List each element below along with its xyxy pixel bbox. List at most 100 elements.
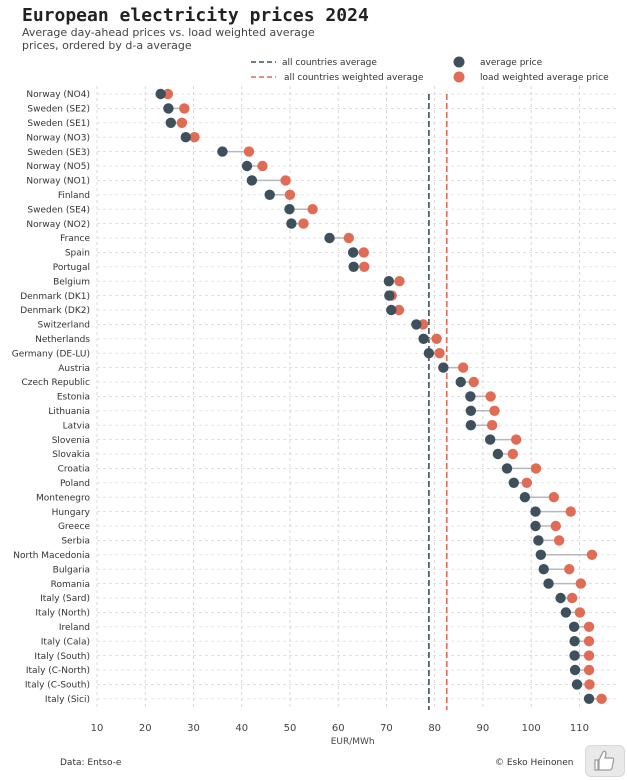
weighted-price-point bbox=[553, 535, 565, 546]
data-source: Data: Entso-e bbox=[60, 758, 122, 768]
x-tick-label: 70 bbox=[380, 723, 393, 734]
average-price-point bbox=[501, 463, 513, 474]
average-price-point bbox=[560, 607, 572, 618]
weighted-price-point bbox=[358, 247, 369, 258]
average-price-point bbox=[347, 247, 359, 258]
category-label: France bbox=[60, 234, 90, 244]
weighted-price-point bbox=[485, 391, 496, 402]
weighted-price-point bbox=[394, 276, 405, 287]
x-tick-label: 90 bbox=[477, 723, 490, 734]
category-label: Italy (C-South) bbox=[25, 681, 90, 691]
average-price-point bbox=[455, 376, 466, 388]
average-price-point bbox=[386, 304, 397, 316]
category-label: Poland bbox=[60, 479, 90, 489]
x-tick-label: 50 bbox=[284, 723, 297, 734]
chart-subtitle: Average day-ahead prices vs. load weight… bbox=[22, 26, 315, 52]
legend-label-all-weighted: all countries weighted average bbox=[284, 73, 424, 83]
average-price-point bbox=[264, 189, 275, 200]
weighted-price-point bbox=[434, 348, 445, 359]
weighted-price-point bbox=[566, 592, 578, 604]
x-axis-label: EUR/MWh bbox=[331, 737, 375, 747]
average-price-point bbox=[519, 492, 531, 503]
category-label: Norway (NO1) bbox=[26, 177, 90, 187]
average-price-point bbox=[543, 578, 554, 589]
average-price-point bbox=[418, 333, 429, 344]
category-label: Sweden (SE2) bbox=[27, 105, 90, 115]
average-price-point bbox=[465, 420, 477, 431]
legend-label-all-avg: all countries average bbox=[282, 58, 377, 68]
weighted-price-point bbox=[596, 693, 607, 704]
average-price-point bbox=[571, 679, 583, 690]
thumbs-up-icon[interactable] bbox=[585, 745, 625, 777]
legend-swatch-weighted-price bbox=[453, 71, 465, 83]
category-label: Switzerland bbox=[38, 321, 91, 331]
author-credit: © Esko Heinonen bbox=[495, 758, 574, 768]
category-label: Italy (South) bbox=[34, 652, 90, 662]
category-label: Hungary bbox=[52, 508, 91, 518]
weighted-price-point bbox=[359, 261, 370, 272]
weighted-price-point bbox=[343, 232, 355, 244]
thumbs-up-glyph bbox=[594, 750, 615, 771]
average-price-point bbox=[217, 146, 228, 157]
average-price-point bbox=[530, 506, 541, 517]
x-tick-label: 10 bbox=[91, 723, 104, 734]
average-price-point bbox=[538, 564, 549, 575]
weighted-price-point bbox=[583, 636, 595, 647]
category-label: Austria bbox=[58, 364, 90, 374]
weighted-price-point bbox=[583, 664, 595, 676]
average-price-point bbox=[492, 448, 504, 460]
x-tick-label: 80 bbox=[428, 723, 441, 734]
x-tick-label: 60 bbox=[332, 723, 345, 734]
weighted-price-point bbox=[511, 434, 522, 445]
x-tick-label: 30 bbox=[187, 723, 200, 734]
category-label: Germany (DE-LU) bbox=[12, 349, 90, 359]
x-tick-label: 110 bbox=[570, 723, 589, 734]
average-price-point bbox=[555, 592, 566, 604]
category-label: Netherlands bbox=[35, 335, 90, 345]
average-price-point bbox=[324, 232, 335, 244]
average-price-point bbox=[569, 650, 580, 661]
weighted-price-point bbox=[586, 549, 598, 560]
weighted-price-point bbox=[176, 117, 188, 128]
weighted-price-point bbox=[307, 204, 318, 215]
average-price-point bbox=[583, 693, 595, 704]
weighted-price-point bbox=[507, 448, 519, 460]
category-label: Norway (NO4) bbox=[26, 90, 90, 100]
average-price-point bbox=[438, 362, 449, 373]
weighted-price-point bbox=[530, 463, 542, 474]
legend-label-weighted-price: load weighted average price bbox=[480, 73, 609, 83]
weighted-price-point bbox=[179, 103, 190, 114]
weighted-price-point bbox=[298, 218, 309, 229]
weighted-price-point bbox=[284, 189, 296, 200]
weighted-price-point bbox=[548, 492, 560, 503]
weighted-price-point bbox=[550, 520, 561, 532]
weighted-price-point bbox=[584, 679, 595, 690]
weighted-price-point bbox=[574, 607, 586, 618]
average-price-point bbox=[163, 103, 174, 114]
category-label: Serbia bbox=[61, 537, 90, 547]
category-label: Bulgaria bbox=[53, 565, 90, 575]
category-label: Lithuania bbox=[48, 407, 90, 417]
average-price-point bbox=[569, 636, 580, 647]
weighted-price-point bbox=[489, 405, 500, 416]
x-tick-label: 100 bbox=[522, 723, 541, 734]
weighted-price-point bbox=[280, 175, 291, 186]
average-price-point bbox=[569, 664, 581, 676]
average-price-point bbox=[165, 117, 177, 128]
weighted-price-point bbox=[583, 621, 595, 632]
average-price-point bbox=[568, 621, 580, 632]
category-label: Latvia bbox=[63, 421, 90, 431]
category-label: Italy (North) bbox=[35, 609, 90, 619]
average-price-point bbox=[246, 175, 258, 186]
average-price-point bbox=[384, 290, 395, 301]
average-price-point bbox=[484, 434, 496, 445]
average-price-point bbox=[423, 348, 435, 359]
weighted-price-point bbox=[583, 650, 595, 661]
category-label: Slovakia bbox=[52, 450, 90, 460]
category-label: Italy (Sard) bbox=[40, 594, 90, 604]
x-tick-label: 40 bbox=[235, 723, 248, 734]
weighted-price-point bbox=[521, 477, 533, 488]
category-label: Sweden (SE1) bbox=[27, 119, 90, 129]
average-price-point bbox=[348, 261, 359, 272]
